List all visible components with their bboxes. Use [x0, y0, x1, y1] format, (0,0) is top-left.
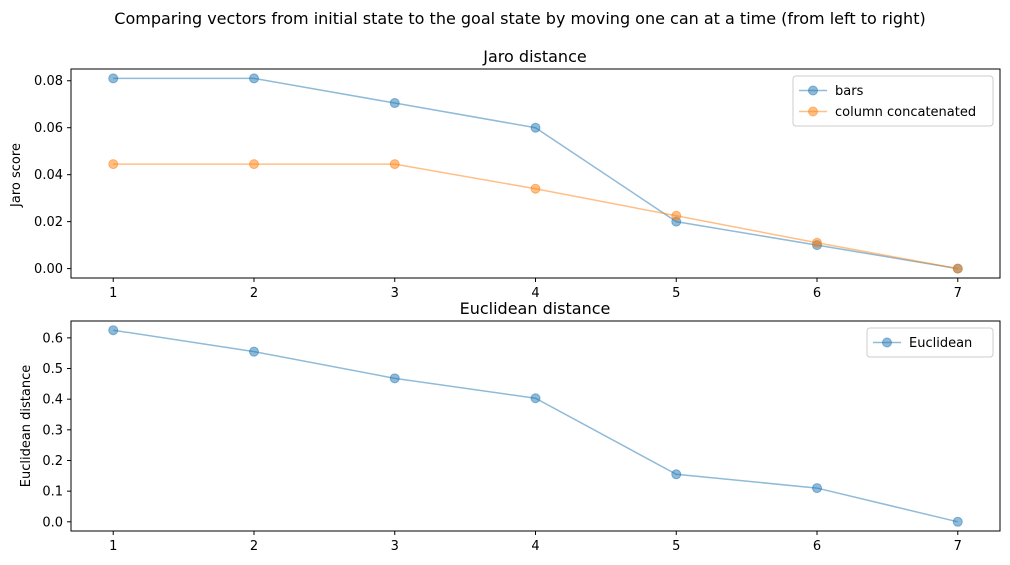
jaro-xtick-label: 1 — [109, 286, 117, 301]
jaro-xtick-label: 5 — [672, 286, 680, 301]
jaro-title: Jaro distance — [482, 47, 586, 66]
euclidean-xtick-label: 2 — [250, 539, 258, 554]
jaro-ytick-label: 0.02 — [34, 215, 63, 230]
euclidean-marks: 1 2 3 4 5 6 7 0.0 0.1 0.2 0.3 0.4 0.5 0.6 Euclidean — [42, 320, 1001, 554]
euclidean-series-0-point — [389, 373, 400, 384]
euclidean-legend-marker-0 — [882, 337, 892, 348]
euclidean-xtick-label: 4 — [531, 539, 539, 554]
euclidean-ytick-label: 0.5 — [42, 362, 63, 377]
jaro-legend-label-1: column concatenated — [835, 105, 976, 120]
jaro-series-1-point — [248, 159, 259, 170]
euclidean-series-0-point — [108, 325, 119, 336]
jaro-ytick-label: 0.08 — [34, 74, 63, 89]
euclidean-xtick-label: 3 — [391, 539, 399, 554]
euclidean-xtick-label: 7 — [954, 539, 962, 554]
euclidean-ytick-label: 0.2 — [42, 454, 63, 469]
jaro-legend: bars column concatenated — [792, 75, 994, 127]
euclidean-ytick-label: 0.1 — [42, 485, 63, 500]
jaro-ytick-label: 0.00 — [34, 262, 63, 277]
jaro-marks: 1 2 3 4 5 6 7 0.00 0.02 0.04 0.06 0.08 bars column co… — [34, 68, 1001, 301]
euclidean-ytick-label: 0.4 — [42, 393, 63, 408]
euclidean-series-0-point — [671, 469, 682, 480]
figure-suptitle: Comparing vectors from initial state to … — [114, 9, 925, 28]
euclidean-title: Euclidean distance — [460, 299, 611, 318]
euclidean-series-0-point — [248, 346, 259, 357]
euclidean-ytick-label: 0.0 — [42, 515, 63, 530]
jaro-legend-label-0: bars — [835, 84, 864, 99]
euclidean-legend: Euclidean — [866, 327, 994, 358]
jaro-ytick-label: 0.04 — [34, 168, 63, 183]
jaro-series-1-point — [671, 210, 682, 221]
jaro-xtick-label: 2 — [250, 286, 258, 301]
jaro-series-1-point — [530, 183, 541, 194]
euclidean-legend-box — [866, 327, 994, 358]
jaro-series-1-point — [389, 159, 400, 170]
jaro-xtick-label: 4 — [531, 286, 539, 301]
euclidean-panel: Euclidean distance Euclidean distance 1 2… — [19, 299, 1001, 554]
jaro-series-1-point — [108, 159, 119, 170]
jaro-series-line-1 — [113, 163, 958, 270]
euclidean-ytick-label: 0.6 — [42, 331, 63, 346]
euclidean-xtick-label: 6 — [813, 539, 821, 554]
jaro-ytick-label: 0.06 — [34, 121, 63, 136]
jaro-xtick-label: 3 — [391, 286, 399, 301]
euclidean-series-line-0 — [113, 329, 958, 523]
jaro-series-0-point — [530, 122, 541, 133]
jaro-series-1-point — [952, 263, 963, 274]
euclidean-xtick-label: 1 — [109, 539, 117, 554]
jaro-panel: Jaro distance Jaro score 1 2 3 4 5 6 7 0.00 0.02… — [9, 47, 1001, 301]
jaro-legend-marker-0 — [808, 85, 818, 96]
euclidean-axes-frame — [70, 320, 1001, 532]
jaro-series-0-point — [248, 73, 259, 84]
euclidean-ytick-label: 0.3 — [42, 423, 63, 438]
euclidean-series-0-point — [952, 516, 963, 527]
euclidean-legend-label-0: Euclidean — [909, 336, 972, 351]
euclidean-series-0-point — [530, 393, 541, 404]
jaro-ylabel: Jaro score — [9, 143, 24, 208]
jaro-series-1-point — [812, 237, 823, 248]
jaro-xtick-label: 7 — [954, 286, 962, 301]
euclidean-xtick-label: 5 — [672, 539, 680, 554]
euclidean-ylabel: Euclidean distance — [19, 365, 34, 488]
jaro-series-0-point — [389, 98, 400, 109]
jaro-xtick-label: 6 — [813, 286, 821, 301]
jaro-legend-marker-1 — [808, 106, 818, 117]
jaro-legend-box — [792, 75, 994, 127]
jaro-series-0-point — [108, 73, 119, 84]
euclidean-series-0-point — [812, 483, 823, 494]
